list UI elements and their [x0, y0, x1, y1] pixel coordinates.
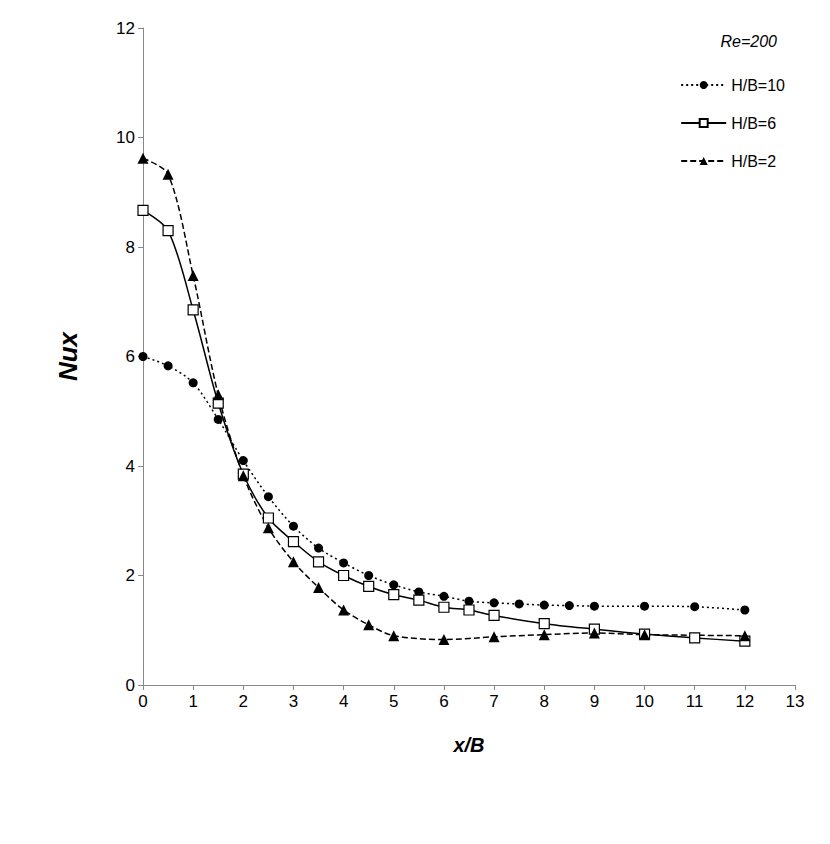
svg-text:H/B=6: H/B=6	[731, 115, 776, 132]
svg-text:2: 2	[126, 566, 135, 585]
svg-text:1: 1	[188, 692, 197, 711]
svg-text:3: 3	[289, 692, 298, 711]
svg-text:9: 9	[590, 692, 599, 711]
svg-text:13: 13	[786, 692, 805, 711]
svg-text:7: 7	[489, 692, 498, 711]
svg-text:Re=200: Re=200	[721, 33, 778, 50]
svg-text:12: 12	[735, 692, 754, 711]
svg-text:x/B: x/B	[452, 734, 484, 756]
svg-text:4: 4	[339, 692, 348, 711]
svg-text:6: 6	[439, 692, 448, 711]
svg-text:4: 4	[126, 457, 135, 476]
svg-text:8: 8	[539, 692, 548, 711]
svg-text:12: 12	[116, 19, 135, 38]
svg-text:0: 0	[138, 692, 147, 711]
svg-text:5: 5	[389, 692, 398, 711]
svg-text:8: 8	[126, 238, 135, 257]
svg-text:H/B=2: H/B=2	[731, 153, 776, 170]
svg-text:Nux: Nux	[53, 330, 83, 381]
svg-text:2: 2	[239, 692, 248, 711]
svg-text:6: 6	[126, 347, 135, 366]
svg-text:H/B=10: H/B=10	[731, 77, 785, 94]
svg-text:10: 10	[116, 128, 135, 147]
svg-text:0: 0	[126, 676, 135, 695]
svg-text:10: 10	[635, 692, 654, 711]
svg-text:11: 11	[686, 692, 704, 711]
